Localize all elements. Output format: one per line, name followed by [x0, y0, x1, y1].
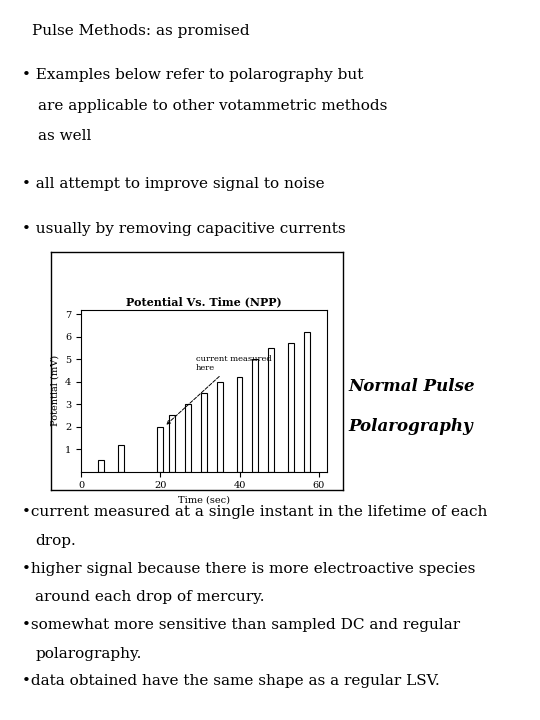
- Bar: [185, 404, 191, 472]
- Y-axis label: Potential (mV): Potential (mV): [50, 355, 59, 426]
- Text: drop.: drop.: [35, 534, 76, 548]
- X-axis label: Time (sec): Time (sec): [178, 496, 230, 505]
- Text: are applicable to other votammetric methods: are applicable to other votammetric meth…: [38, 99, 387, 112]
- Bar: [288, 343, 294, 472]
- Text: Normal Pulse: Normal Pulse: [348, 378, 475, 395]
- Bar: [157, 426, 163, 472]
- Text: Polarography: Polarography: [348, 418, 473, 435]
- Bar: [98, 460, 104, 472]
- Bar: [118, 444, 124, 472]
- Text: • Examples below refer to polarography but: • Examples below refer to polarography b…: [22, 68, 363, 82]
- Text: as well: as well: [38, 129, 91, 143]
- Bar: [217, 382, 222, 472]
- Text: • usually by removing capacitive currents: • usually by removing capacitive current…: [22, 222, 345, 235]
- Text: •current measured at a single instant in the lifetime of each: •current measured at a single instant in…: [22, 505, 487, 519]
- Text: •higher signal because there is more electroactive species: •higher signal because there is more ele…: [22, 562, 475, 575]
- Title: Potential Vs. Time (NPP): Potential Vs. Time (NPP): [126, 297, 282, 307]
- Text: Pulse Methods: as promised: Pulse Methods: as promised: [32, 24, 250, 37]
- Bar: [268, 348, 274, 472]
- Text: around each drop of mercury.: around each drop of mercury.: [35, 590, 265, 604]
- Text: polarography.: polarography.: [35, 647, 141, 660]
- Bar: [201, 393, 207, 472]
- Text: •somewhat more sensitive than sampled DC and regular: •somewhat more sensitive than sampled DC…: [22, 618, 460, 631]
- Bar: [237, 377, 242, 472]
- Text: current measured
here: current measured here: [167, 354, 272, 424]
- Text: •data obtained have the same shape as a regular LSV.: •data obtained have the same shape as a …: [22, 674, 440, 688]
- Bar: [304, 332, 310, 472]
- Bar: [252, 359, 258, 472]
- Text: • all attempt to improve signal to noise: • all attempt to improve signal to noise: [22, 177, 324, 191]
- Bar: [169, 415, 175, 472]
